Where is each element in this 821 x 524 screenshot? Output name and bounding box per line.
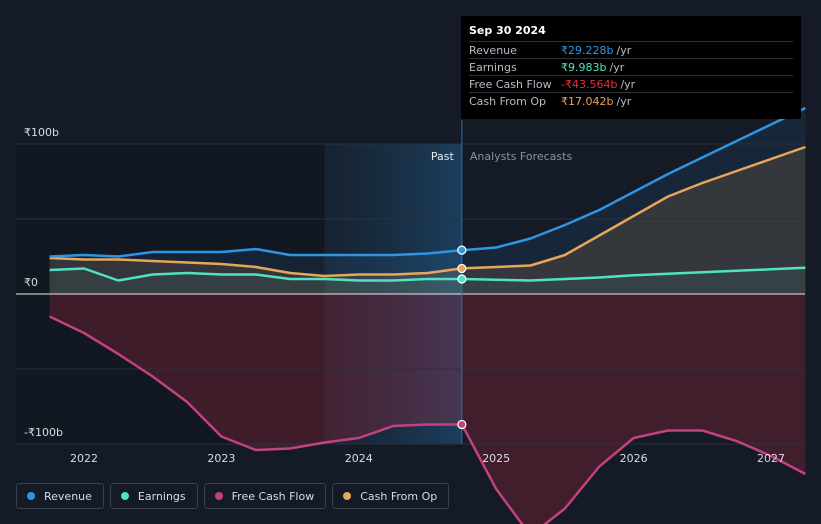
legend-dot-icon	[27, 492, 35, 500]
tooltip-value: ₹17.042b/yr	[561, 95, 631, 108]
x-tick-label: 2027	[757, 452, 785, 465]
forecast-label: Analysts Forecasts	[470, 150, 573, 163]
tooltip-label: Earnings	[469, 61, 517, 74]
tooltip-value-revenue: ₹29.228b	[561, 44, 614, 57]
y-tick-label: ₹0	[24, 276, 38, 289]
tooltip-unit: /yr	[609, 61, 625, 74]
legend-label: Cash From Op	[360, 489, 438, 503]
legend: Revenue Earnings Free Cash Flow Cash Fro…	[16, 483, 450, 511]
y-tick-label: -₹100b	[24, 426, 63, 439]
tooltip-value: -₹43.564b/yr	[561, 78, 635, 91]
legend-item-earnings[interactable]: Earnings	[109, 483, 198, 509]
series-marker-cash-from-op	[457, 263, 467, 274]
tooltip-date: Sep 30 2024	[469, 24, 546, 37]
area-revenue	[49, 108, 806, 294]
tooltip-panel: Sep 30 2024 Revenue ₹29.228b/yr Earnings…	[461, 16, 801, 119]
tooltip-unit: /yr	[616, 44, 632, 57]
tooltip-unit: /yr	[616, 95, 632, 108]
legend-dot-icon	[343, 492, 352, 500]
legend-label: Free Cash Flow	[231, 489, 315, 503]
tooltip-value-earnings: ₹9.983b	[561, 61, 607, 74]
tooltip-value: ₹9.983b/yr	[561, 61, 624, 74]
series-line-earnings	[49, 266, 806, 282]
series-line-free-cash-flow	[49, 315, 806, 524]
tooltip-value-free-cash-flow: -₹43.564b	[561, 78, 618, 91]
tooltip-label: Revenue	[469, 44, 517, 57]
tooltip-row-free-cash-flow: Free Cash Flow -₹43.564b/yr	[469, 75, 793, 93]
legend-item-cash-from-op[interactable]: Cash From Op	[332, 483, 450, 509]
tooltip-value-cash-from-op: ₹17.042b	[561, 95, 614, 108]
series-marker-free-cash-flow	[457, 419, 467, 430]
area-earnings	[49, 267, 806, 294]
area-cash-from-op	[49, 147, 806, 294]
series-line-cash-from-op	[49, 145, 806, 278]
x-tick-label: 2024	[345, 452, 373, 465]
x-tick-label: 2023	[207, 452, 235, 465]
area-free-cash-flow	[49, 294, 806, 524]
legend-label: Earnings	[137, 489, 186, 503]
tooltip-value: ₹29.228b/yr	[561, 44, 631, 57]
legend-item-free-cash-flow[interactable]: Free Cash Flow	[203, 483, 327, 509]
tooltip-label: Free Cash Flow	[469, 78, 552, 91]
series-marker-earnings	[457, 274, 467, 284]
x-tick-label: 2026	[620, 452, 648, 465]
x-tick-label: 2022	[70, 452, 98, 465]
tooltip-unit: /yr	[620, 78, 636, 91]
tooltip-row-revenue: Revenue ₹29.228b/yr	[469, 41, 793, 59]
legend-dot-icon	[120, 492, 129, 500]
series-line-revenue	[49, 106, 806, 258]
y-tick-label: ₹100b	[24, 126, 59, 139]
legend-item-revenue[interactable]: Revenue	[16, 483, 104, 509]
past-label: Past	[431, 150, 455, 163]
tooltip-label: Cash From Op	[469, 95, 547, 108]
series-marker-revenue	[457, 245, 467, 255]
legend-dot-icon	[214, 492, 223, 500]
x-tick-label: 2025	[482, 452, 510, 465]
tooltip-row-cash-from-op: Cash From Op ₹17.042b/yr	[469, 92, 793, 110]
tooltip-row-earnings: Earnings ₹9.983b/yr	[469, 58, 793, 76]
legend-label: Revenue	[44, 489, 92, 503]
